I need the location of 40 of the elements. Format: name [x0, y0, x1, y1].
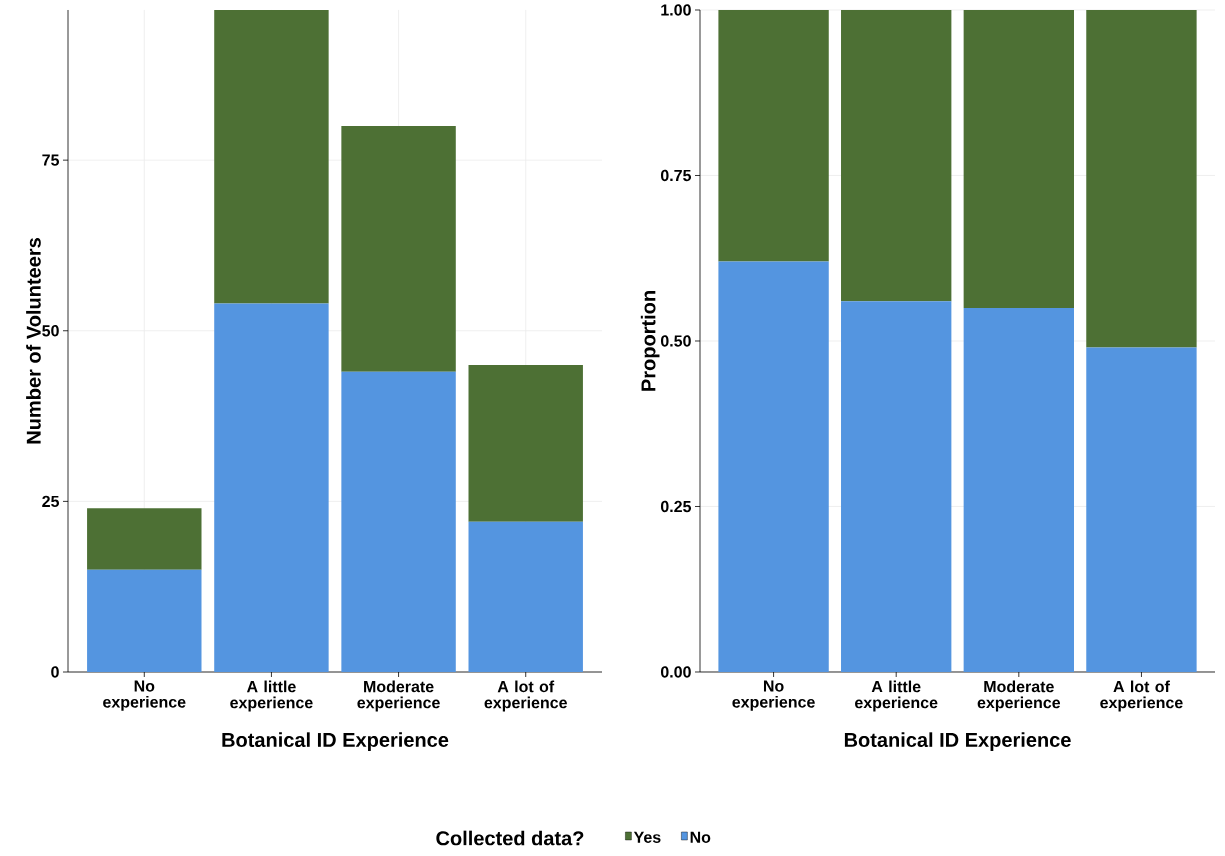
x-tick-label: Moderate experience	[977, 680, 1061, 712]
x-axis-title: Botanical ID Experience	[844, 732, 1071, 751]
x-tick-label: No experience	[732, 680, 815, 711]
y-tick-label: 0.00	[660, 666, 691, 678]
y-tick-label: 50	[42, 325, 59, 337]
bar	[1086, 9, 1197, 348]
legend-label: Yes	[633, 831, 661, 843]
bar	[468, 364, 583, 522]
bar	[963, 307, 1074, 672]
y-tick-label: 1.00	[661, 4, 691, 16]
y-tick-label: 75	[42, 154, 60, 166]
bar	[214, 10, 329, 304]
x-tick-label: No experience	[103, 680, 186, 711]
legend-title: Collected data?	[436, 830, 584, 846]
x-tick-label: Moderate experience	[357, 680, 440, 712]
y-axis-title: Number of Volunteers	[26, 238, 41, 444]
y-tick-label: 0	[51, 666, 59, 678]
bar	[963, 9, 1074, 308]
y-tick-label: 0.50	[660, 335, 691, 347]
y-tick-label: 0.25	[660, 500, 692, 513]
bar	[718, 261, 829, 672]
bar	[468, 521, 583, 672]
bar	[341, 126, 456, 372]
y-tick-label: 25	[42, 495, 60, 508]
bar	[1086, 347, 1197, 672]
x-axis-title: Botanical ID Experience	[222, 732, 449, 751]
bar	[87, 569, 202, 672]
bar	[87, 508, 202, 570]
x-tick-label: A little experience	[855, 680, 938, 712]
bar	[718, 9, 829, 262]
x-tick-label: A lot of experience	[1100, 680, 1183, 712]
x-tick-label: A lot of experience	[484, 680, 567, 712]
bar	[841, 9, 952, 302]
y-axis-title: Proportion	[640, 291, 660, 391]
bar	[214, 303, 329, 672]
legend-label: No	[690, 831, 711, 843]
y-tick-label: 0.75	[660, 169, 692, 182]
bar	[841, 301, 952, 672]
bar	[341, 371, 456, 672]
x-tick-label: A little experience	[230, 680, 313, 712]
